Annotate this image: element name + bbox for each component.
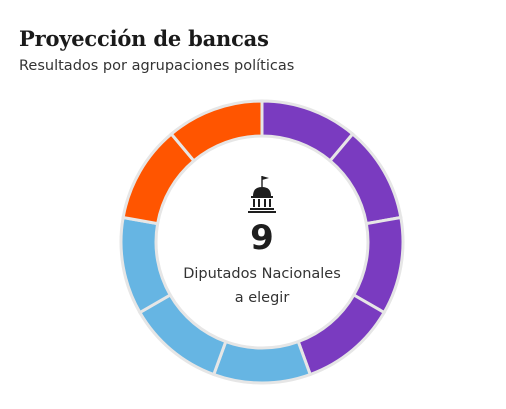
capitol-building-icon [247,174,277,214]
chart-title: Proyección de bancas [19,26,269,51]
chart-subtitle: Resultados por agrupaciones políticas [19,58,295,74]
seats-label: Diputados Nacionales a elegir [152,262,372,310]
seats-label-line-1: Diputados Nacionales [183,266,341,282]
seat-segment [169,99,264,163]
total-seats-value: 9 [250,218,274,258]
seat-segment [211,339,313,385]
seats-label-line-2: a elegir [234,290,290,306]
seat-segment [328,131,403,226]
